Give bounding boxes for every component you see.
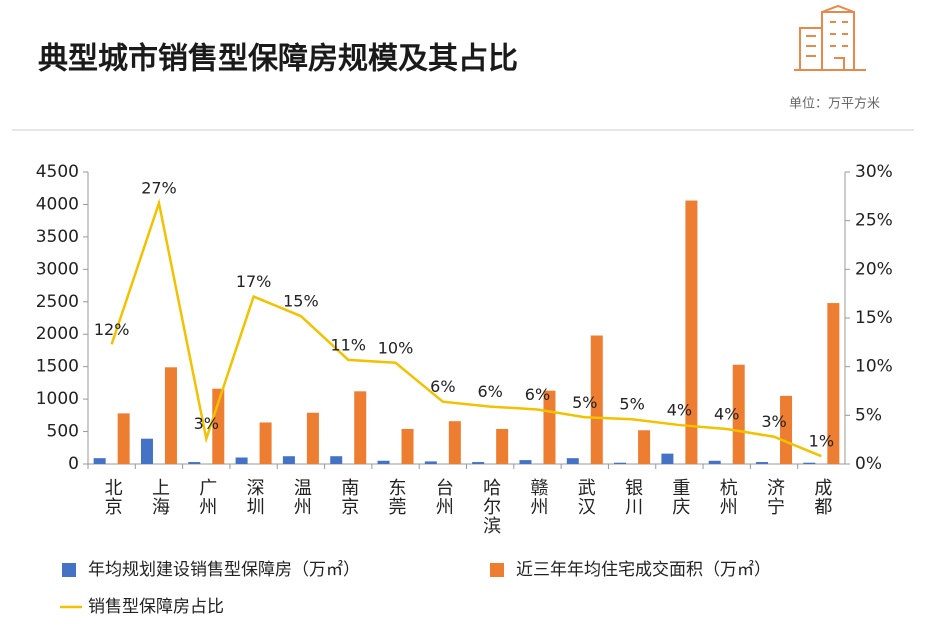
data-label: 4% [667,401,692,420]
bar [330,456,343,464]
bar [614,462,627,464]
y-tick-label: 500 [47,422,79,442]
legend-swatch [62,563,76,577]
bar [164,367,177,464]
bar [306,412,319,464]
x-tick-label: 广州 [196,478,217,516]
y-tick-label: 3000 [36,259,79,279]
bar [566,458,579,464]
x-tick-label: 台州 [433,478,454,516]
data-label: 5% [572,393,597,412]
x-tick-label: 东莞 [386,478,407,516]
x-tick-label: 武汉 [575,478,596,516]
data-label: 3% [761,412,786,431]
y2-tick-label: 25% [855,211,893,231]
data-label: 12% [94,320,130,339]
bar [212,388,225,464]
bar [827,303,840,464]
y2-tick-label: 10% [855,357,893,377]
bar [259,422,272,464]
data-label: 3% [194,414,219,433]
y-tick-label: 2000 [36,324,79,344]
x-tick-label: 温州 [291,478,312,516]
x-tick-label: 南京 [338,478,359,516]
data-label: 6% [525,385,550,404]
bar [756,462,769,464]
bar [424,461,437,464]
x-tick-label: 哈尔滨 [480,478,501,535]
data-label: 27% [141,179,177,198]
y-tick-label: 0 [68,454,79,474]
x-tick-label: 北京 [102,478,123,516]
bar [282,456,295,464]
bar [117,413,130,464]
y2-tick-label: 15% [855,308,893,328]
data-label: 5% [619,395,644,414]
bar [543,390,556,464]
data-label: 11% [330,335,366,354]
bar [188,462,201,464]
x-tick-label: 深圳 [244,478,265,516]
y2-tick-label: 30% [855,162,893,182]
data-label: 1% [809,432,834,451]
x-tick-label: 银川 [622,478,643,516]
bar [472,462,485,464]
y-tick-label: 3500 [36,227,79,247]
bar [377,460,390,464]
data-label: 17% [236,272,272,291]
y-tick-label: 4500 [36,162,79,182]
y2-tick-label: 20% [855,259,893,279]
chart-title: 典型城市销售型保障房规模及其占比 [38,42,518,77]
x-tick-label: 杭州 [717,478,738,516]
unit-label: 单位：万平方米 [789,96,880,112]
y-tick-label: 1500 [36,357,79,377]
bar [354,391,367,464]
bar [448,421,461,464]
x-tick-label: 济宁 [764,478,785,516]
y-tick-label: 1000 [36,389,79,409]
y2-tick-label: 0% [855,454,882,474]
data-label: 4% [714,404,739,423]
bar [780,395,793,464]
y-tick-label: 4000 [36,194,79,214]
data-label: 10% [378,338,414,357]
bar [732,364,745,464]
legend-label: 销售型保障房占比 [88,597,224,617]
line [110,198,822,458]
bar [140,438,153,464]
data-label: 6% [430,377,455,396]
x-tick-label: 成都 [811,478,832,516]
bar [496,428,509,464]
bar [661,453,674,464]
bar [638,430,651,464]
bar [401,428,414,464]
x-tick-label: 上海 [149,478,170,516]
bar [93,458,106,464]
y2-tick-label: 5% [855,405,882,425]
bar [590,335,603,464]
bar [708,460,721,464]
data-label: 15% [283,292,319,311]
bar [685,200,698,464]
x-tick-label: 重庆 [669,478,690,516]
x-tick-label: 赣州 [527,478,548,516]
bar [803,462,816,464]
building-icon [794,4,866,71]
legend-swatch [490,563,504,577]
bar [235,457,248,464]
bar [519,460,532,464]
data-label: 6% [477,382,502,401]
legend-label: 近三年年均住宅成交面积（万㎡） [516,560,771,580]
legend-label: 年均规划建设销售型保障房（万㎡） [88,560,360,580]
y-tick-label: 2500 [36,292,79,312]
